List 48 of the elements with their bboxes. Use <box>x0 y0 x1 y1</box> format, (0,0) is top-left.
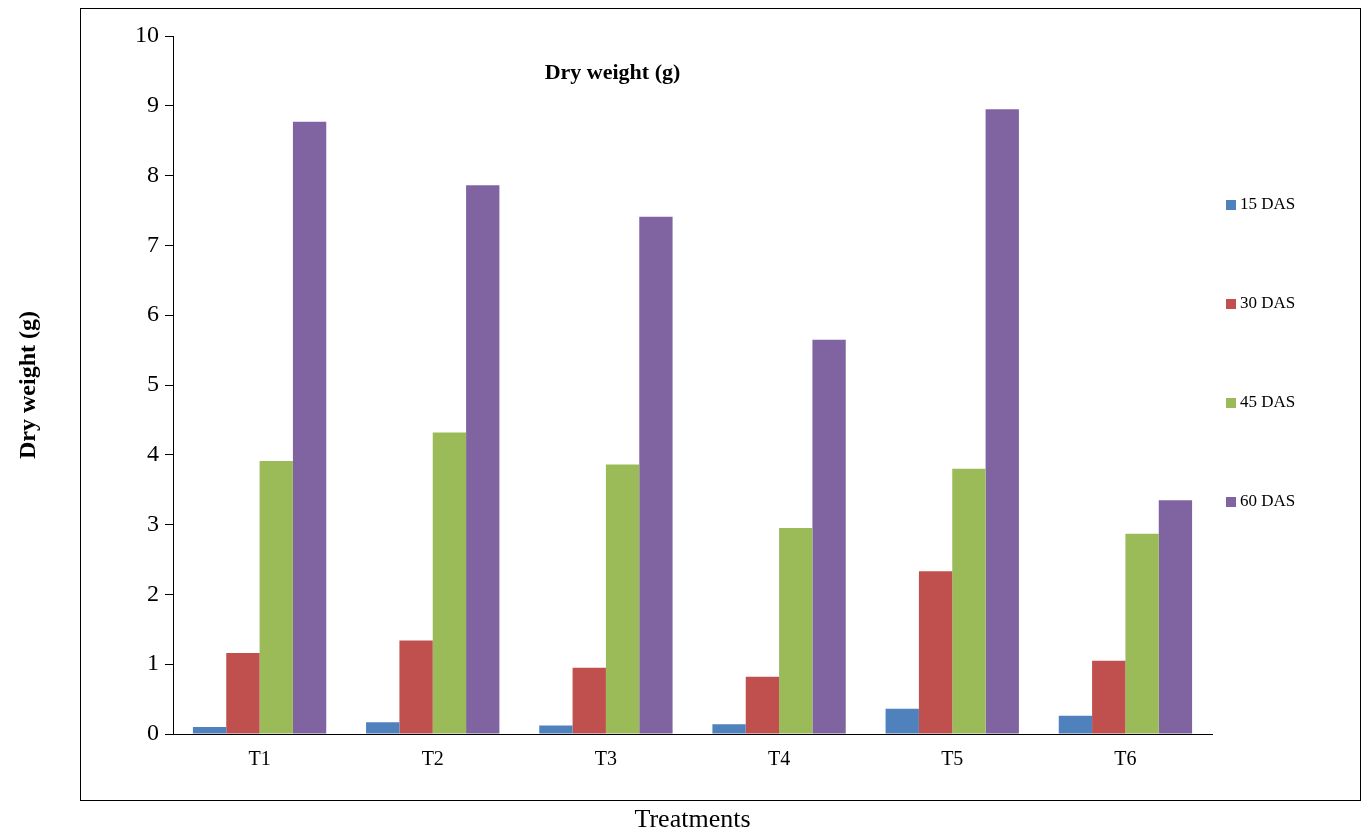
bar <box>745 676 780 734</box>
bar <box>712 724 746 734</box>
y-tick-label: 9 <box>147 91 159 118</box>
bar <box>605 464 640 734</box>
x-axis-title: Treatments <box>634 804 751 834</box>
x-tick-label: T4 <box>767 747 791 770</box>
x-tick-label: T6 <box>1114 747 1137 770</box>
x-tick-label: T3 <box>594 747 618 770</box>
bar <box>985 109 1019 734</box>
bar <box>779 528 813 734</box>
bar <box>1092 660 1126 734</box>
legend-label: 15 DAS <box>1240 194 1296 214</box>
bar <box>1125 533 1159 734</box>
y-tick-label: 10 <box>135 21 159 48</box>
text: Dry weight (g) <box>544 58 681 84</box>
bar <box>1158 500 1193 734</box>
y-tick-label: 6 <box>147 300 159 327</box>
bar <box>466 185 500 734</box>
bar <box>432 432 467 734</box>
bar <box>292 121 327 734</box>
bar <box>1058 715 1093 734</box>
y-tick-label: 1 <box>147 649 159 676</box>
y-tick-label: 7 <box>147 230 159 257</box>
y-tick-label: 8 <box>147 160 159 187</box>
x-tick-label: T2 <box>421 747 444 770</box>
y-axis-title: Dry weight (g) <box>13 311 40 459</box>
bar <box>812 339 846 734</box>
x-tick-label: T5 <box>941 747 964 770</box>
y-tick-label: 4 <box>147 440 159 467</box>
legend-label: 30 DAS <box>1240 293 1296 313</box>
bar <box>226 653 260 734</box>
bar <box>952 468 986 734</box>
legend-label: 45 DAS <box>1240 392 1296 412</box>
bar <box>192 727 227 734</box>
bar <box>639 216 673 734</box>
bar <box>918 571 953 734</box>
bar <box>539 725 573 734</box>
bar <box>366 722 400 734</box>
x-tick-label: T1 <box>248 747 271 770</box>
bar <box>259 461 293 734</box>
bar <box>885 708 919 734</box>
bar <box>399 640 433 734</box>
bar <box>572 667 606 734</box>
y-tick-label: 3 <box>147 509 159 536</box>
y-tick-label: 2 <box>147 579 159 606</box>
y-tick-label: 5 <box>147 370 159 397</box>
legend-label: 60 DAS <box>1240 491 1296 511</box>
y-tick-label: 0 <box>147 719 159 746</box>
